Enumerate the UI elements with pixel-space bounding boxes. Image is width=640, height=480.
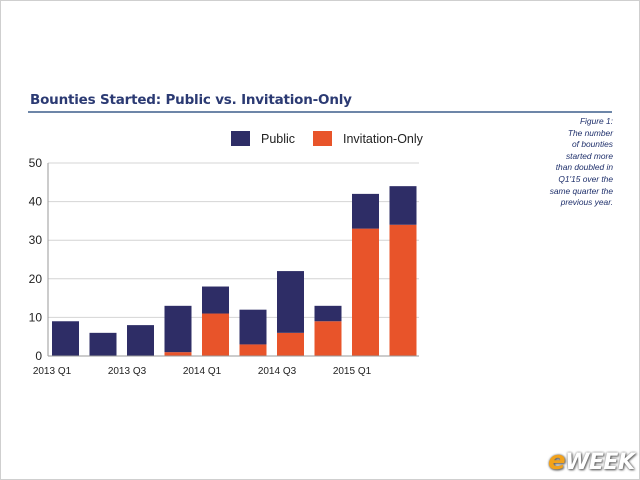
- logo-text: WEEK: [565, 450, 635, 475]
- bar-segment-public: [89, 332, 117, 356]
- legend-swatch: [231, 131, 250, 146]
- y-tick-label: 0: [35, 349, 42, 363]
- y-tick-label: 10: [29, 310, 43, 324]
- x-tick-label: 2013 Q1: [33, 366, 72, 377]
- bar-segment-invitation-only: [352, 228, 379, 356]
- legend-label: Invitation-Only: [343, 132, 424, 146]
- caption-line: The number: [567, 127, 613, 138]
- bar-segment-public: [127, 325, 154, 356]
- x-tick-label: 2014 Q3: [258, 366, 297, 377]
- logo-mark: e: [548, 446, 566, 476]
- caption-line: started more: [565, 150, 613, 161]
- bar-segment-public: [239, 309, 267, 345]
- y-tick-label: 50: [29, 156, 43, 170]
- chart-title: Bounties Started: Public vs. Invitation-…: [30, 92, 352, 108]
- caption-line: same quarter the: [549, 185, 613, 196]
- legend-swatch: [313, 131, 332, 146]
- bar-segment-public: [389, 186, 417, 225]
- y-tick-label: 20: [29, 272, 43, 286]
- bar-segment-public: [314, 305, 342, 322]
- x-tick-label: 2014 Q1: [183, 366, 222, 377]
- bar-segment-public: [164, 305, 192, 353]
- bar-segment-invitation-only: [314, 321, 342, 356]
- bar-segment-public: [202, 286, 229, 314]
- bar-segment-public: [277, 271, 304, 333]
- bar-segment-invitation-only: [164, 352, 192, 356]
- y-tick-label: 30: [29, 233, 43, 247]
- caption-line: Figure 1:: [579, 116, 613, 126]
- y-tick-label: 40: [29, 195, 43, 209]
- bar-segment-invitation-only: [239, 344, 267, 356]
- caption-line: previous year.: [560, 197, 613, 208]
- bar-segment-invitation-only: [389, 224, 417, 356]
- caption-line: Q1'15 over the: [558, 173, 613, 184]
- x-tick-label: 2015 Q1: [333, 366, 372, 377]
- legend-label: Public: [261, 132, 295, 146]
- bar-segment-invitation-only: [202, 313, 229, 356]
- bar-segment-public: [352, 193, 379, 229]
- bar-segment-public: [52, 321, 79, 356]
- caption-line: of bounties: [572, 139, 613, 150]
- x-tick-label: 2013 Q3: [108, 366, 147, 377]
- bar-segment-invitation-only: [277, 332, 304, 356]
- figure-caption: Figure 1: The number of bounties started…: [520, 116, 613, 209]
- title-rule: [28, 111, 612, 113]
- caption-line: than doubled in: [555, 162, 613, 173]
- eweek-logo: eWEEK: [548, 446, 635, 476]
